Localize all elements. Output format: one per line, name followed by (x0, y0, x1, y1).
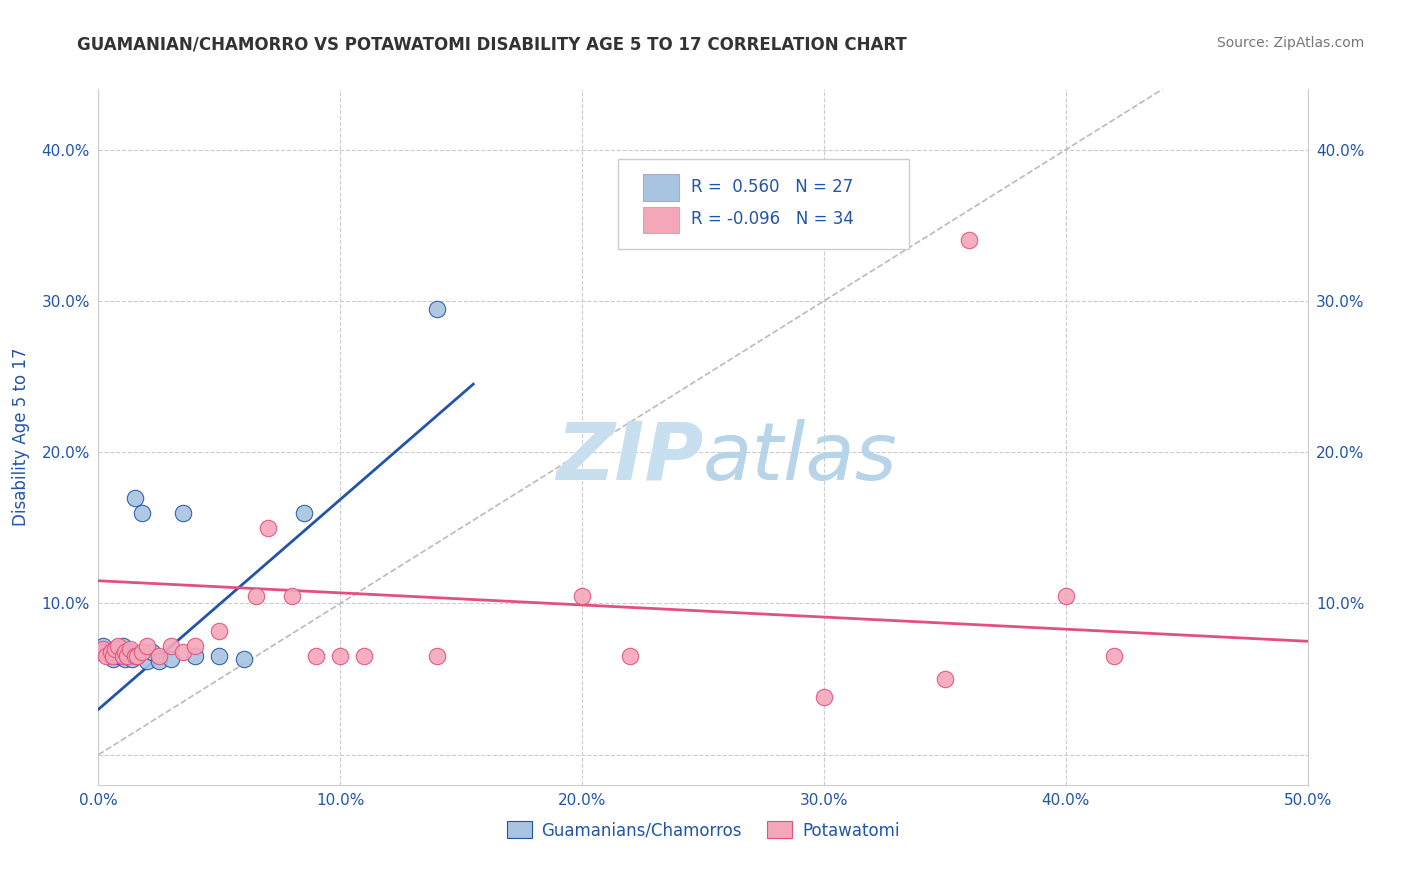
Point (160, 652, 183, 666)
Point (91, 641, 114, 656)
FancyBboxPatch shape (643, 174, 679, 201)
Point (160, 639, 183, 653)
Point (101, 652, 124, 666)
Text: atlas: atlas (703, 419, 898, 497)
Point (101, 649, 124, 664)
Text: ZIP: ZIP (555, 419, 703, 497)
Point (118, 645, 141, 659)
Point (957, 234, 980, 248)
Point (256, 521, 278, 535)
Point (245, 589, 267, 603)
Point (114, 645, 136, 659)
Point (111, 639, 134, 653)
Point (329, 649, 352, 664)
Point (1054, 589, 1077, 603)
FancyBboxPatch shape (643, 207, 679, 233)
Point (100, 645, 122, 659)
Point (172, 645, 194, 659)
Point (91, 639, 114, 653)
Point (619, 649, 641, 664)
Point (127, 649, 149, 664)
Point (107, 639, 129, 653)
Point (104, 645, 127, 659)
Point (118, 641, 141, 656)
Text: Source: ZipAtlas.com: Source: ZipAtlas.com (1216, 36, 1364, 50)
Point (426, 649, 449, 664)
Point (934, 672, 956, 686)
Point (117, 649, 139, 664)
Point (281, 589, 304, 603)
Point (104, 641, 127, 656)
Text: R =  0.560   N = 27: R = 0.560 N = 27 (690, 178, 853, 195)
Point (108, 641, 131, 656)
Text: GUAMANIAN/CHAMORRO VS POTAWATOMI DISABILITY AGE 5 TO 17 CORRELATION CHART: GUAMANIAN/CHAMORRO VS POTAWATOMI DISABIL… (77, 36, 907, 54)
Point (148, 649, 170, 664)
Point (1102, 649, 1125, 664)
Point (90, 641, 112, 656)
Point (353, 649, 375, 664)
Point (111, 649, 134, 664)
Point (131, 645, 153, 659)
Point (124, 491, 146, 505)
Point (135, 654, 157, 668)
Legend: Guamanians/Chamorros, Potawatomi: Guamanians/Chamorros, Potawatomi (501, 814, 905, 847)
Point (131, 506, 153, 520)
FancyBboxPatch shape (619, 159, 908, 249)
Point (232, 652, 254, 666)
Point (208, 624, 231, 638)
Point (90, 645, 112, 659)
Point (426, 301, 449, 316)
Point (292, 506, 315, 520)
Point (111, 649, 134, 664)
Point (100, 649, 122, 664)
Point (124, 649, 146, 664)
Point (117, 649, 139, 664)
Point (172, 506, 194, 520)
Point (305, 649, 328, 664)
Y-axis label: Disability Age 5 to 17: Disability Age 5 to 17 (13, 348, 31, 526)
Point (141, 645, 163, 659)
Text: R = -0.096   N = 34: R = -0.096 N = 34 (690, 211, 853, 228)
Point (94, 649, 117, 664)
Point (184, 649, 207, 664)
Point (97, 645, 120, 659)
Point (148, 654, 170, 668)
Point (135, 639, 157, 653)
Point (208, 649, 231, 664)
Point (121, 652, 143, 666)
Point (114, 652, 136, 666)
Point (813, 690, 835, 705)
Point (107, 649, 129, 664)
Point (127, 649, 149, 664)
Point (184, 639, 207, 653)
Point (571, 589, 593, 603)
